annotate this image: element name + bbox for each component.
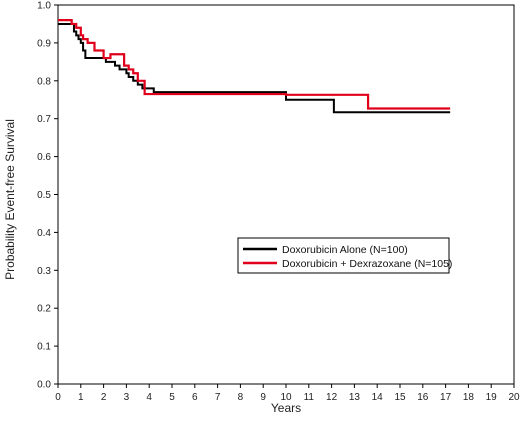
x-tick-label: 3: [124, 392, 130, 403]
series-line-doxorubicin-dexrazoxane: [58, 19, 451, 110]
y-tick-label: 0.2: [37, 304, 51, 315]
x-tick-label: 8: [238, 392, 244, 403]
x-axis-title: Years: [271, 401, 301, 415]
legend-box: [237, 237, 450, 274]
y-axis-title: Probability Event-free Survival: [3, 119, 17, 280]
x-tick-label: 14: [372, 392, 384, 403]
x-tick-label: 12: [326, 392, 338, 403]
x-tick-label: 18: [463, 392, 475, 403]
legend-label-doxorubicin-dexrazoxane: Doxorubicin + Dexrazoxane (N=105): [282, 258, 452, 270]
y-tick-label: 1.0: [37, 1, 51, 12]
y-tick-label: 0.6: [37, 152, 51, 163]
x-tick-label: 6: [192, 392, 198, 403]
x-tick-label: 5: [169, 392, 175, 403]
x-tick-label: 17: [440, 392, 452, 403]
x-axis-ticks: 0 1 2 3 4 5 6 7 8 9 10 11 12 13 14 15 16 17 18 19 20: [55, 384, 520, 403]
y-tick-label: 0.5: [37, 190, 51, 201]
x-tick-label: 2: [101, 392, 107, 403]
x-tick-label: 13: [349, 392, 361, 403]
x-tick-label: 15: [394, 392, 406, 403]
x-tick-label: 20: [508, 392, 520, 403]
series-line-doxorubicin-alone: [58, 22, 451, 114]
legend-label-doxorubicin-alone: Doxorubicin Alone (N=100): [282, 244, 408, 256]
y-tick-label: 0.3: [37, 266, 51, 277]
y-tick-label: 0.9: [37, 38, 51, 49]
x-tick-label: 0: [55, 392, 61, 403]
x-tick-label: 19: [486, 392, 498, 403]
y-tick-label: 0.7: [37, 114, 51, 125]
y-axis-ticks: 0.0 0.1 0.2 0.3 0.4 0.5 0.6 0.7 0.8 0.9 1.0: [37, 1, 58, 391]
x-tick-label: 1: [78, 392, 84, 403]
x-tick-label: 10: [280, 392, 292, 403]
plot-border: [57, 4, 515, 385]
y-tick-label: 0.8: [37, 76, 51, 87]
x-tick-label: 9: [260, 392, 266, 403]
x-tick-label: 7: [215, 392, 221, 403]
y-tick-label: 0.1: [37, 342, 51, 353]
legend: Doxorubicin Alone (N=100) Doxorubicin + …: [237, 237, 452, 274]
x-tick-label: 11: [304, 392, 315, 403]
series-layer: [58, 19, 451, 114]
plot-frame: [57, 4, 515, 385]
x-tick-label: 16: [417, 392, 429, 403]
y-tick-label: 0.4: [37, 228, 51, 239]
x-tick-label: 4: [146, 392, 152, 403]
y-tick-label: 0.0: [37, 380, 51, 391]
